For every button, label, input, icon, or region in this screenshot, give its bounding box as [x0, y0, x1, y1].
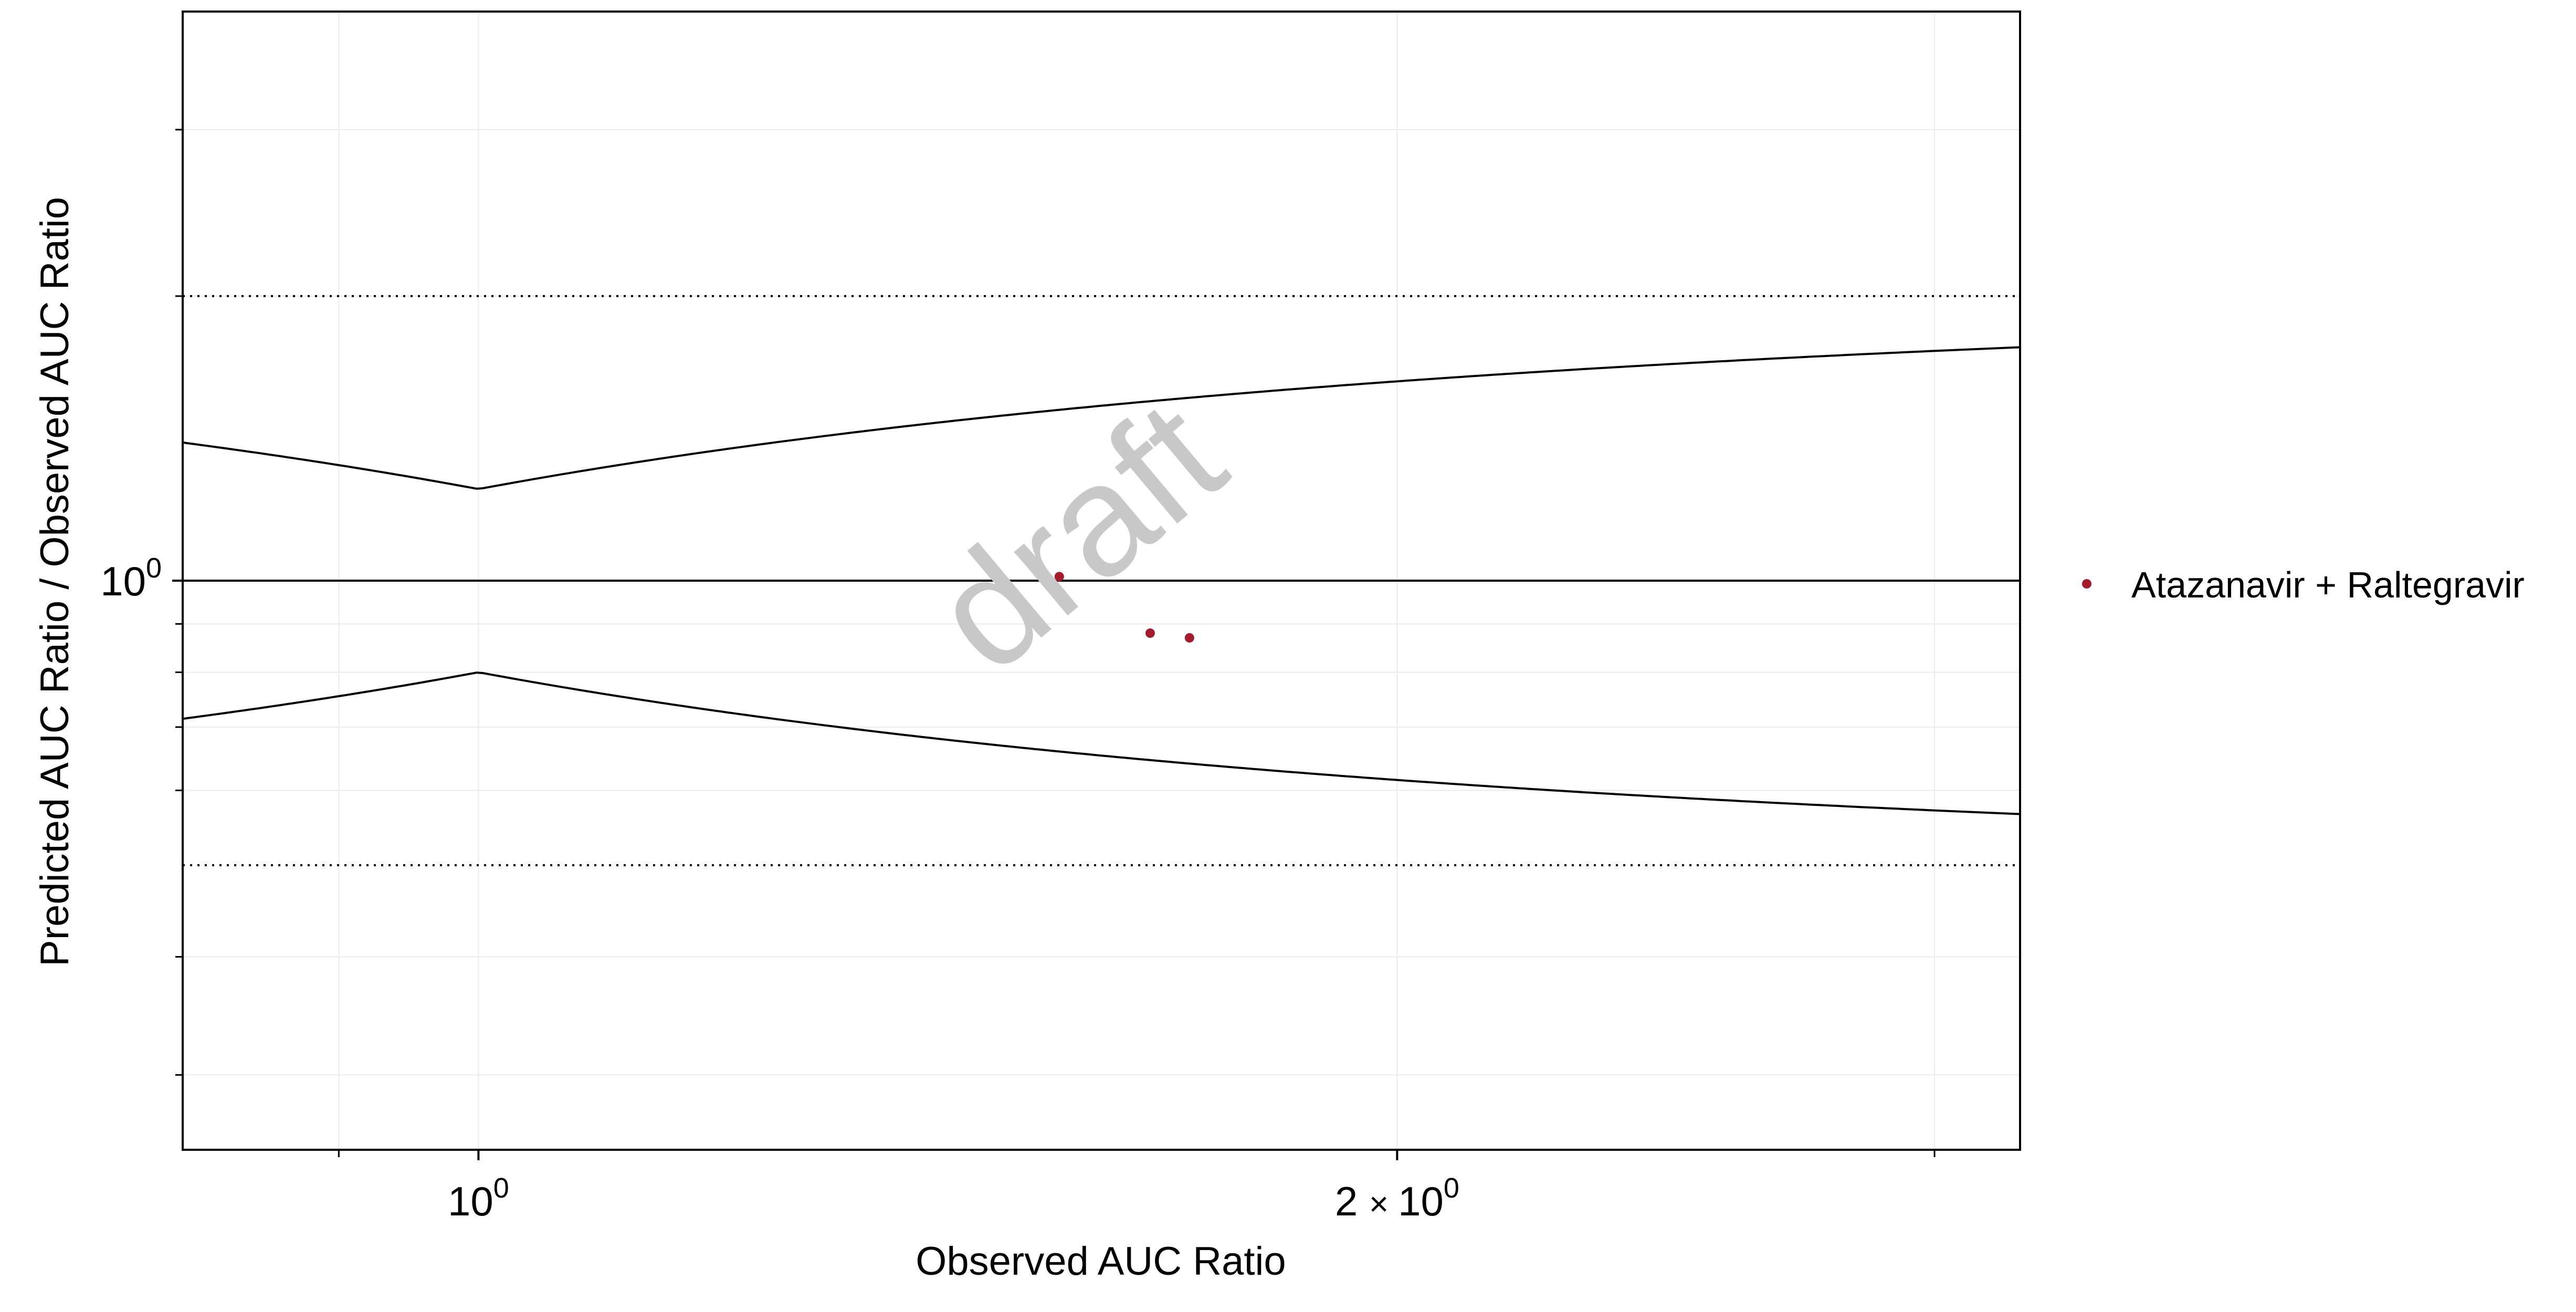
- data-point: [1145, 628, 1155, 638]
- x-axis-title: Observed AUC Ratio: [916, 1239, 1286, 1284]
- axis-ticks: [172, 129, 1936, 1160]
- y-tick-label: 100: [100, 552, 162, 604]
- legend-marker: [2082, 579, 2091, 589]
- x-tick-label: 2 × 100: [1335, 1172, 1459, 1224]
- y-axis-title: Predicted AUC Ratio / Observed AUC Ratio: [33, 197, 77, 967]
- guest-lower-limit-curve: [183, 671, 2020, 815]
- legend-label: Atazanavir + Raltegravir: [2131, 564, 2525, 605]
- data-point: [1054, 572, 1064, 582]
- data-point: [1184, 633, 1194, 643]
- guest-upper-limit-curve: [183, 346, 2020, 490]
- tick-labels: 100 2 × 100 100: [100, 552, 1459, 1224]
- x-tick-label: 100: [448, 1172, 509, 1224]
- reference-lines: [183, 295, 2020, 866]
- data-points: [1054, 572, 1194, 643]
- legend: Atazanavir + Raltegravir: [2082, 564, 2525, 605]
